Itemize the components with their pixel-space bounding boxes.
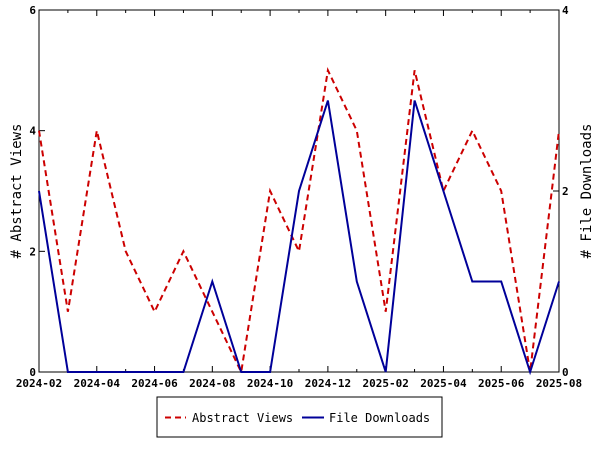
series-line-abstract-views — [38, 66, 560, 376]
legend-box — [156, 396, 443, 438]
x-tick-label: 2024-04 — [74, 377, 121, 390]
right-y-tick-label: 0 — [562, 366, 569, 379]
left-y-tick-label: 2 — [29, 245, 36, 258]
x-tick-label: 2024-08 — [189, 377, 235, 390]
x-tick-label: 2025-02 — [362, 377, 408, 390]
right-axis-title: # File Downloads — [579, 124, 595, 259]
x-tick-label: 2024-12 — [305, 377, 351, 390]
legend-label-file-downloads: File Downloads — [329, 411, 430, 425]
right-y-tick-label: 4 — [562, 4, 569, 17]
series-lines — [38, 66, 560, 376]
x-tick-label: 2025-08 — [536, 377, 582, 390]
left-y-axis-ticks: 0 2 4 6 — [29, 4, 45, 379]
right-y-axis-ticks: 0 2 4 — [553, 4, 569, 379]
x-tick-label: 2024-02 — [16, 377, 62, 390]
series-line-file-downloads — [38, 100, 560, 376]
left-y-tick-label: 4 — [29, 125, 36, 138]
x-tick-label: 2025-06 — [478, 377, 525, 390]
x-tick-label: 2025-04 — [420, 377, 467, 390]
right-y-tick-label: 2 — [562, 185, 569, 198]
left-y-tick-label: 0 — [29, 366, 36, 379]
left-y-tick-label: 6 — [29, 4, 36, 17]
left-axis-title: # Abstract Views — [9, 124, 25, 259]
x-tick-label: 2024-06 — [131, 377, 178, 390]
x-tick-label: 2024-10 — [247, 377, 293, 390]
legend: Abstract Views File Downloads — [156, 396, 443, 438]
x-axis-ticks: 2024-02 2024-04 2024-06 2024-08 2024-10 2024-… — [16, 10, 582, 390]
legend-label-abstract-views: Abstract Views — [192, 411, 293, 425]
